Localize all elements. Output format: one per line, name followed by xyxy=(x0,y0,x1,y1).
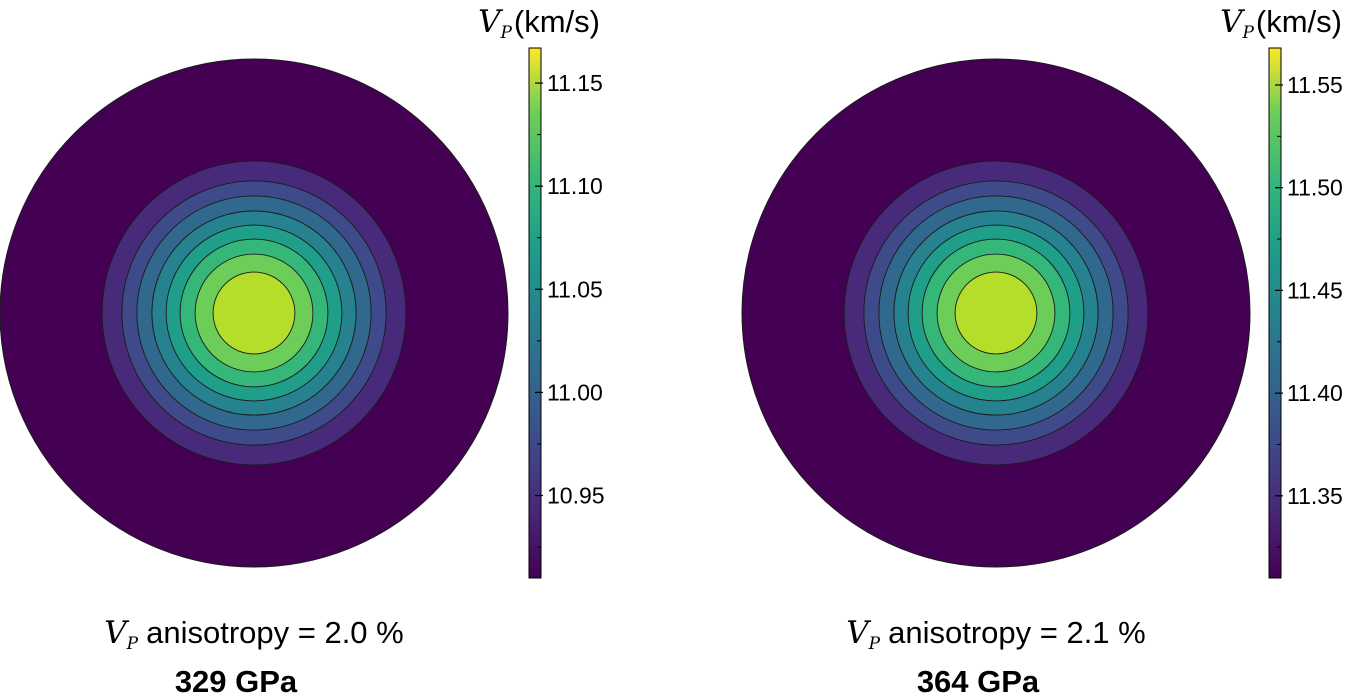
panel-right: 11.35 11.40 11.45 11.50 11.55 VP(km/s) VP ani… xyxy=(741,4,1343,699)
colorbar-tick-label: 11.15 xyxy=(547,70,603,96)
contour-level-8 xyxy=(212,271,296,355)
colorbar-tick-label: 11.45 xyxy=(1287,277,1343,303)
colorbar-tick-label: 11.40 xyxy=(1287,380,1343,406)
panel-left: 10.95 11.00 11.05 11.10 11.15 VP(km/s) VP ani… xyxy=(0,4,605,699)
colorbar-gradient xyxy=(1268,47,1282,579)
colorbar-label-left: VP(km/s) xyxy=(478,4,600,43)
colorbar-tick-label: 11.50 xyxy=(1287,175,1343,201)
colorbar-tick-label: 11.05 xyxy=(547,276,603,302)
colorbar-tick-label: 11.10 xyxy=(547,173,603,199)
colorbar-left: 10.95 11.00 11.05 11.10 11.15 xyxy=(528,47,605,579)
pressure-label-right: 364 GPa xyxy=(917,664,1040,699)
colorbar-right: 11.35 11.40 11.45 11.50 11.55 xyxy=(1268,47,1343,579)
anisotropy-caption-right: VP anisotropy = 2.1 % xyxy=(846,615,1145,654)
colorbar-label-right: VP(km/s) xyxy=(1220,4,1342,43)
colorbar-tick-label: 11.55 xyxy=(1287,72,1343,98)
colorbar-tick-label: 11.00 xyxy=(547,379,603,405)
contour-plot-right xyxy=(741,58,1251,568)
contour-plot-left xyxy=(0,58,509,568)
colorbar-gradient xyxy=(528,47,542,579)
colorbar-tick-label: 10.95 xyxy=(547,483,605,509)
contour-level-8 xyxy=(954,271,1038,355)
colorbar-tick-label: 11.35 xyxy=(1287,483,1343,509)
pressure-label-left: 329 GPa xyxy=(175,664,298,699)
anisotropy-caption-left: VP anisotropy = 2.0 % xyxy=(104,615,403,654)
